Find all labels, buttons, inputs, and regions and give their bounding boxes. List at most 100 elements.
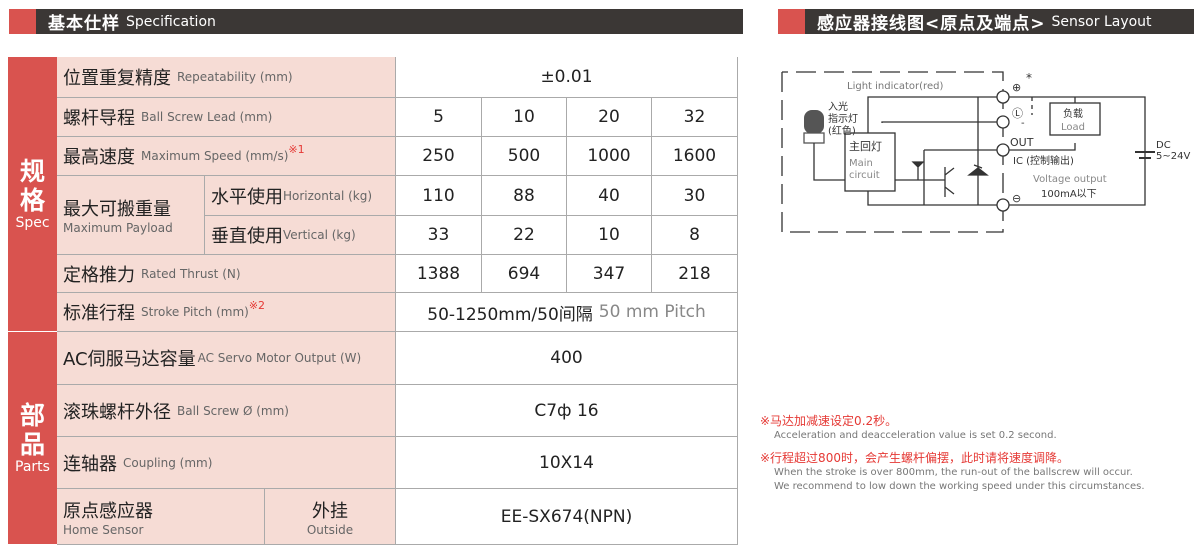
footnote-2-en: When the stroke is over 800mm, the run-o… bbox=[774, 467, 1133, 478]
group-parts-zh2: 品 bbox=[19, 430, 45, 459]
led-label: (红色) bbox=[828, 124, 856, 137]
ic-label: IC (控制输出) bbox=[1013, 154, 1074, 167]
lead-value: 10 bbox=[482, 98, 567, 137]
led-icon bbox=[804, 110, 824, 134]
thrust-value: 347 bbox=[567, 255, 652, 293]
row-lead-label: 螺杆导程 Ball Screw Lead (mm) bbox=[57, 98, 396, 137]
zener-diodes bbox=[911, 161, 989, 180]
stroke-value-en: 50 mm Pitch bbox=[598, 302, 706, 322]
group-spec: 规 格 Spec bbox=[8, 57, 57, 332]
label-zh: 垂直使用 bbox=[211, 226, 283, 247]
row-screw-value: C7ф 16 bbox=[396, 385, 738, 437]
voltage-label: Voltage output bbox=[1033, 174, 1107, 185]
payload-horizontal-label: 水平使用 Horizontal (kg) bbox=[205, 176, 396, 216]
row-repeat-label: 位置重复精度 Repeatability (mm) bbox=[57, 57, 396, 98]
speed-value: 500 bbox=[482, 137, 567, 176]
main-circuit-en: circuit bbox=[849, 170, 880, 181]
led-label: 入光 bbox=[828, 100, 848, 113]
vertical-value: 22 bbox=[482, 216, 567, 255]
header-accent bbox=[9, 9, 36, 34]
sensor-header: 感应器接线图<原点及端点> Sensor Layout bbox=[778, 9, 1194, 34]
footnote-1-zh: ※马达加减速设定0.2秒。 bbox=[760, 414, 898, 428]
label-zh: 螺杆导程 bbox=[63, 108, 135, 129]
label-en: Stroke Pitch (mm) bbox=[141, 305, 249, 319]
row-stroke-label: 标准行程 Stroke Pitch (mm) ※2 bbox=[57, 293, 396, 332]
label-en: Repeatability (mm) bbox=[177, 70, 293, 84]
row-screw-label: 滚珠螺杆外径 Ball Screw Ø (mm) bbox=[57, 385, 396, 437]
row-coupling-value: 10X14 bbox=[396, 437, 738, 489]
row-motor-label: AC伺服马达容量 AC Servo Motor Output (W) bbox=[57, 332, 396, 385]
label-en: Coupling (mm) bbox=[123, 455, 213, 470]
group-spec-en: Spec bbox=[15, 215, 50, 231]
label-en: Rated Thrust (N) bbox=[141, 266, 241, 281]
spec-header: 基本仕样 Specification bbox=[9, 9, 743, 34]
led-label: 指示灯 bbox=[828, 112, 858, 125]
label-en: Home Sensor bbox=[63, 522, 144, 537]
group-parts: 部 品 Parts bbox=[8, 332, 57, 545]
label-zh: 滚珠螺杆外径 bbox=[63, 401, 171, 423]
row-thrust-label: 定格推力 Rated Thrust (N) bbox=[57, 255, 396, 293]
svg-text:⊖: ⊖ bbox=[1012, 192, 1021, 205]
sensor-header-en: Sensor Layout bbox=[1051, 13, 1152, 30]
home-sub-label: 外挂 Outside bbox=[265, 489, 396, 545]
speed-value: 250 bbox=[396, 137, 482, 176]
label-zh: 标准行程 bbox=[63, 303, 135, 324]
horizontal-value: 40 bbox=[567, 176, 652, 216]
label-zh: 原点感应器 bbox=[63, 500, 153, 522]
light-indicator-label: Light indicator(red) bbox=[847, 81, 943, 92]
stroke-value: 50-1250mm/50间隔 bbox=[427, 304, 593, 325]
group-parts-zh1: 部 bbox=[19, 401, 45, 430]
footnote-1-en: Acceleration and deacceleration value is… bbox=[774, 430, 1057, 441]
label-zh: 外挂 bbox=[312, 500, 348, 522]
wires bbox=[867, 96, 1003, 206]
sensor-wiring-diagram: Light indicator(red) 入光 指示灯 (红色) 主回灯 Mai… bbox=[781, 71, 1190, 233]
footnotes: ※马达加减速设定0.2秒。 Acceleration and deacceler… bbox=[760, 412, 1145, 494]
footnote-2-en: We recommend to low down the working spe… bbox=[774, 481, 1145, 492]
label-en: Horizontal (kg) bbox=[283, 188, 373, 203]
battery-icon bbox=[1135, 151, 1155, 159]
lead-value: 20 bbox=[567, 98, 652, 137]
thrust-value: 218 bbox=[652, 255, 738, 293]
horizontal-value: 30 bbox=[652, 176, 738, 216]
load-box bbox=[1049, 102, 1101, 136]
main-circuit-zh: 主回灯 bbox=[849, 140, 882, 153]
sensor-header-zh: 感应器接线图<原点及端点> bbox=[817, 14, 1046, 34]
label-en: AC Servo Motor Output (W) bbox=[197, 351, 362, 365]
horizontal-value: 110 bbox=[396, 176, 482, 216]
vertical-value: 8 bbox=[652, 216, 738, 255]
label-zh: 最大可搬重量 bbox=[63, 199, 171, 220]
horizontal-value: 88 bbox=[482, 176, 567, 216]
label-en: Maximum Speed (mm/s) bbox=[141, 149, 289, 163]
row-motor-value: 400 bbox=[396, 332, 738, 385]
label-en: Outside bbox=[306, 522, 354, 537]
label-en: Vertical (kg) bbox=[283, 228, 356, 242]
row-speed-label: 最高速度 Maximum Speed (mm/s) ※1 bbox=[57, 137, 396, 176]
label-zh: 最高速度 bbox=[63, 147, 135, 168]
footnote-ref: ※2 bbox=[248, 298, 266, 312]
row-home-value: EE-SX674(NPN) bbox=[396, 489, 738, 545]
vertical-value: 10 bbox=[567, 216, 652, 255]
label-zh: 连轴器 bbox=[63, 453, 117, 475]
row-home-label: 原点感应器 Home Sensor bbox=[57, 489, 265, 545]
footnote-ref: ※1 bbox=[288, 142, 305, 156]
thrust-value: 694 bbox=[482, 255, 567, 293]
out-label: OUT bbox=[1010, 136, 1034, 149]
vertical-value: 33 bbox=[396, 216, 482, 255]
payload-vertical-label: 垂直使用 Vertical (kg) bbox=[205, 216, 396, 255]
speed-value: 1600 bbox=[652, 137, 738, 176]
load-zh: 负载 bbox=[1063, 107, 1083, 120]
lead-value: 32 bbox=[652, 98, 738, 137]
footnote-2-zh: ※行程超过800时，会产生螺杆偏摆，此时请将速度调降。 bbox=[760, 451, 1069, 465]
label-en: Maximum Payload bbox=[63, 221, 173, 235]
group-spec-zh1: 规 bbox=[19, 157, 45, 186]
spec-header-zh: 基本仕样 bbox=[48, 14, 120, 34]
led-base bbox=[803, 132, 825, 144]
row-repeat-value: ±0.01 bbox=[396, 57, 738, 98]
svg-text:⊕: ⊕ bbox=[1012, 81, 1021, 94]
label-en: Ball Screw Ø (mm) bbox=[177, 403, 289, 418]
spec-header-en: Specification bbox=[126, 13, 216, 30]
current-label: 100mA以下 bbox=[1041, 189, 1097, 200]
wire bbox=[813, 143, 845, 181]
thrust-value: 1388 bbox=[396, 255, 482, 293]
sensor-housing bbox=[781, 71, 1004, 233]
